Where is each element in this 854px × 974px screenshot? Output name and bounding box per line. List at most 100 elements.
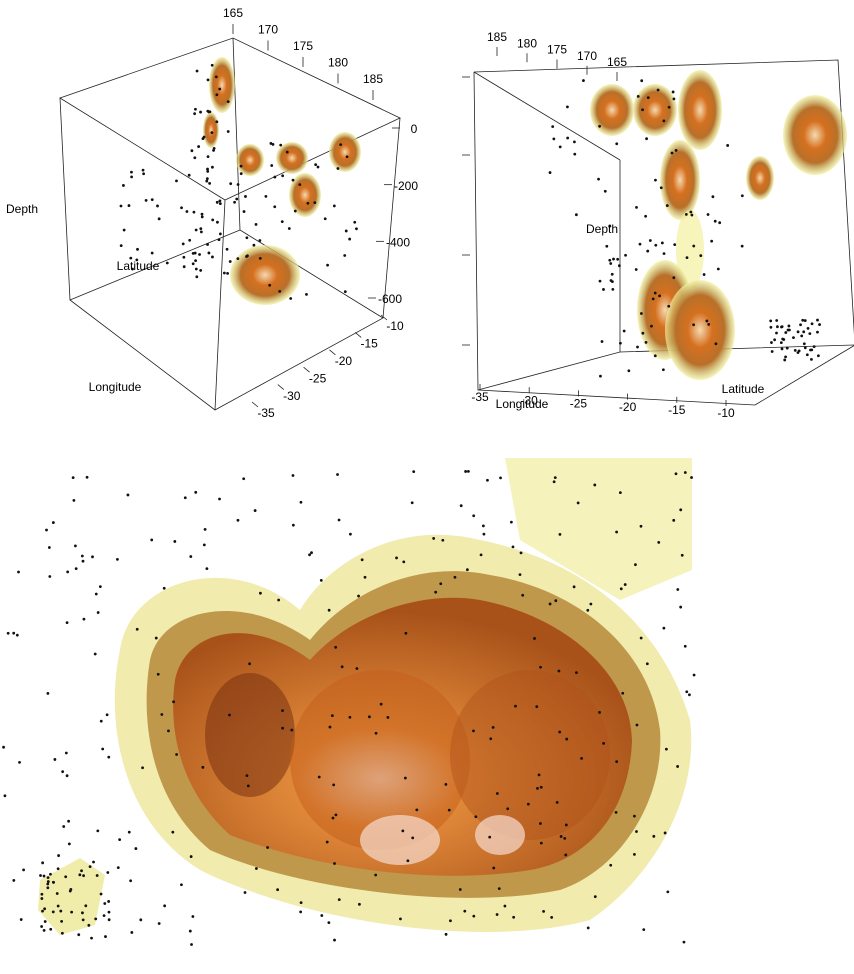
tick-label: -35 bbox=[257, 406, 275, 420]
decor-dot bbox=[521, 593, 525, 597]
decor-dot bbox=[555, 800, 559, 804]
decor-dot bbox=[566, 136, 570, 140]
decor-dot bbox=[489, 737, 493, 741]
decor-dot bbox=[519, 551, 523, 555]
decor-dot bbox=[491, 725, 495, 729]
decor-dot bbox=[246, 254, 249, 258]
decor-dot bbox=[182, 265, 186, 269]
decor-dot bbox=[206, 243, 209, 246]
decor-dot bbox=[690, 476, 693, 479]
decor-dot bbox=[337, 898, 341, 902]
decor-dot bbox=[600, 340, 604, 343]
decor-dot bbox=[193, 156, 197, 160]
decor-dot bbox=[775, 331, 778, 335]
decor-dot bbox=[688, 693, 691, 697]
decor-dot bbox=[593, 895, 597, 899]
decor-dot bbox=[308, 553, 311, 557]
decor-dot bbox=[46, 882, 50, 886]
decor-dot bbox=[215, 200, 219, 204]
decor-dot bbox=[610, 272, 614, 276]
decor-dot bbox=[285, 150, 289, 154]
decor-dot bbox=[107, 918, 111, 922]
decor-dot bbox=[127, 204, 131, 207]
decor-dot bbox=[682, 940, 686, 944]
decor-dot bbox=[206, 78, 210, 82]
decor-dot bbox=[225, 247, 229, 251]
decor-dot bbox=[42, 874, 46, 878]
decor-dot bbox=[61, 770, 65, 774]
decor-dot bbox=[53, 758, 57, 761]
decor-dot bbox=[64, 751, 68, 755]
decor-dot bbox=[131, 267, 134, 271]
decor-dot bbox=[576, 501, 580, 505]
axis-title: Depth bbox=[586, 222, 618, 236]
decor-dot bbox=[434, 590, 438, 594]
decor-dot bbox=[514, 704, 517, 708]
decor-dot bbox=[194, 107, 197, 111]
decor-dot bbox=[634, 563, 637, 567]
decor-dot bbox=[444, 782, 448, 786]
decor-dot bbox=[215, 93, 219, 97]
tick-label: -10 bbox=[717, 406, 735, 420]
decor-dot bbox=[55, 892, 59, 895]
blobs-2 bbox=[590, 70, 847, 380]
decor-dot bbox=[447, 808, 451, 812]
decor-dot bbox=[233, 200, 236, 204]
decor-dot bbox=[355, 667, 359, 670]
box-2 bbox=[462, 59, 854, 406]
decor-dot bbox=[226, 100, 230, 104]
decor-dot bbox=[776, 325, 779, 329]
decor-dot bbox=[41, 909, 44, 913]
decor-dot bbox=[333, 862, 336, 865]
tick-label: -30 bbox=[283, 389, 301, 403]
decor-dot bbox=[557, 669, 561, 673]
decor-dot bbox=[299, 910, 303, 914]
decor-dot bbox=[411, 836, 415, 840]
decor-dot bbox=[197, 145, 201, 148]
decor-dot bbox=[218, 87, 222, 91]
decor-dot bbox=[518, 573, 522, 577]
decor-dot bbox=[252, 243, 256, 247]
decor-dot bbox=[96, 829, 100, 833]
decor-dot bbox=[348, 715, 352, 719]
decor-dot bbox=[633, 852, 636, 856]
tick-label: -600 bbox=[378, 292, 402, 306]
decor-dot bbox=[104, 935, 107, 938]
decor-dot bbox=[276, 888, 280, 892]
decor-dot bbox=[692, 244, 696, 248]
decor-dot bbox=[526, 802, 530, 806]
decor-dot bbox=[784, 355, 787, 359]
decor-dot bbox=[707, 322, 711, 326]
decor-dot bbox=[692, 323, 696, 327]
decor-dot bbox=[770, 350, 774, 353]
box-1 bbox=[59, 37, 401, 411]
decor-dot bbox=[563, 837, 567, 840]
decor-dot bbox=[102, 914, 106, 917]
decor-dot bbox=[194, 259, 197, 263]
decor-dot bbox=[640, 312, 643, 315]
decor-dot bbox=[258, 239, 262, 242]
decor-dot bbox=[107, 900, 111, 903]
decor-dot bbox=[479, 553, 483, 557]
decor-dot bbox=[56, 867, 60, 871]
decor-dot bbox=[386, 716, 390, 719]
decor-dot bbox=[617, 264, 621, 268]
decor-dot bbox=[664, 747, 668, 751]
decor-dot bbox=[199, 230, 203, 234]
blobs-1 bbox=[203, 57, 361, 305]
decor-dot bbox=[659, 186, 663, 190]
decor-dot bbox=[277, 598, 281, 602]
decor-dot bbox=[353, 220, 357, 224]
decor-dot bbox=[612, 257, 615, 261]
decor-dot bbox=[81, 918, 85, 922]
decor-dot bbox=[42, 928, 46, 932]
decor-dot bbox=[242, 210, 246, 213]
tick-label: -20 bbox=[335, 354, 353, 368]
decor-dot bbox=[537, 773, 541, 777]
decor-dot bbox=[98, 585, 102, 589]
decor-dot bbox=[180, 883, 183, 887]
decor-dot bbox=[566, 105, 569, 109]
decor-dot bbox=[84, 904, 88, 908]
decor-dot bbox=[444, 932, 448, 936]
